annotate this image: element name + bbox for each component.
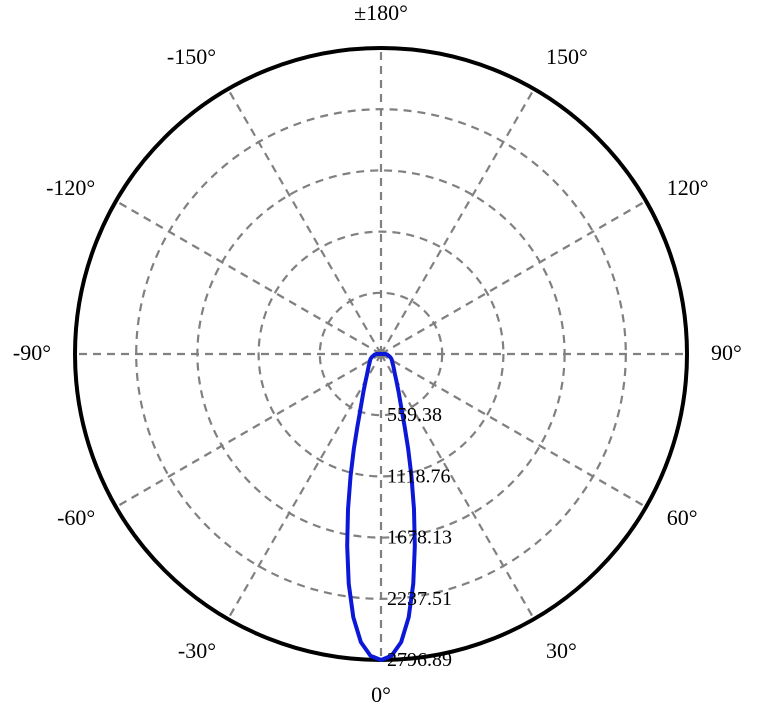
radial-tick-label: 559.38 <box>387 404 442 426</box>
angle-label: -150° <box>167 44 216 69</box>
angle-label: -90° <box>13 340 51 365</box>
radial-tick-label: 1118.76 <box>387 465 451 487</box>
radial-tick-labels: 559.38 1118.76 1678.13 2237.51 2796.89 <box>387 404 452 671</box>
radial-tick-label: 2796.89 <box>387 649 452 671</box>
angle-label: 30° <box>546 638 577 663</box>
angle-label: ±180° <box>354 0 408 25</box>
polar-chart-container: 559.38 1118.76 1678.13 2237.51 2796.89 ±180°… <box>0 0 762 707</box>
angle-label: 150° <box>546 44 588 69</box>
radial-tick-label: 1678.13 <box>387 527 452 549</box>
radial-tick-label: 2237.51 <box>387 588 452 610</box>
angle-label: 0° <box>371 682 391 707</box>
angle-label: 120° <box>667 175 709 200</box>
angle-label: 90° <box>711 340 742 365</box>
angle-label: -30° <box>178 638 216 663</box>
angle-label: -120° <box>46 175 95 200</box>
angle-label: 60° <box>667 505 698 530</box>
angle-label: -60° <box>57 505 95 530</box>
polar-chart-svg: 559.38 1118.76 1678.13 2237.51 2796.89 ±180°… <box>0 0 762 707</box>
